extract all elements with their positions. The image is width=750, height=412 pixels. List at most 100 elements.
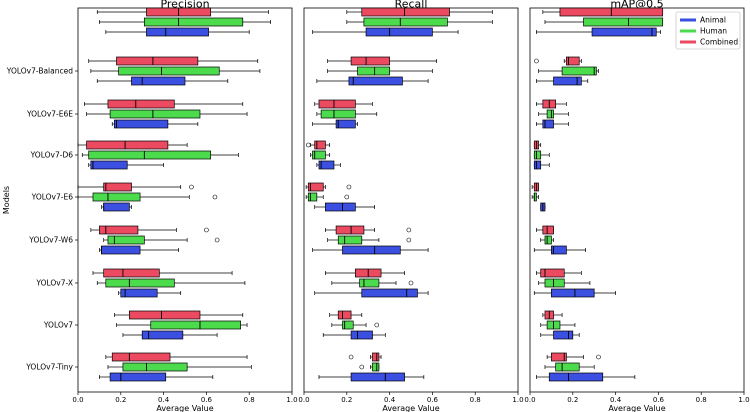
box-group-yolov7-balanced bbox=[534, 56, 599, 86]
iqr-box bbox=[109, 372, 167, 382]
box-combined bbox=[314, 99, 373, 109]
box-combined bbox=[542, 7, 664, 17]
box-combined bbox=[546, 352, 601, 362]
iqr-box bbox=[335, 119, 356, 129]
iqr-box bbox=[350, 372, 405, 382]
outlier-point bbox=[204, 227, 209, 233]
box-animal bbox=[316, 160, 341, 170]
box-combined bbox=[329, 310, 363, 320]
box-group-yolov7-w6 bbox=[90, 225, 220, 255]
box-group-yolov7-e6 bbox=[77, 182, 218, 212]
outlier-point bbox=[344, 194, 350, 200]
x-tick-label: 0.6 bbox=[653, 396, 665, 404]
box-group-yolov7-d6 bbox=[533, 140, 550, 170]
panel-title: Recall bbox=[395, 0, 428, 11]
box-combined bbox=[77, 182, 194, 192]
plot-frame bbox=[303, 7, 519, 393]
box-animal bbox=[322, 330, 386, 340]
iqr-box bbox=[348, 76, 403, 86]
iqr-box bbox=[150, 320, 241, 330]
iqr-box bbox=[99, 225, 139, 235]
x-axis-label: Average Value bbox=[608, 404, 665, 412]
outlier-point bbox=[406, 227, 412, 233]
iqr-box bbox=[307, 192, 318, 202]
box-combined bbox=[305, 140, 331, 150]
outlier-point bbox=[374, 322, 380, 328]
iqr-box bbox=[307, 182, 324, 192]
y-tick-label: YOLOv7-X bbox=[35, 279, 73, 288]
box-human bbox=[540, 320, 576, 330]
x-axis-label: Average Value bbox=[156, 404, 213, 412]
box-combined bbox=[536, 225, 554, 235]
box-human bbox=[331, 320, 380, 330]
box-combined bbox=[92, 268, 233, 278]
iqr-box bbox=[542, 119, 554, 129]
outlier-point bbox=[214, 237, 220, 243]
box-human bbox=[99, 17, 271, 27]
iqr-box bbox=[544, 278, 565, 288]
box-animal bbox=[314, 288, 429, 298]
box-human bbox=[90, 66, 261, 76]
box-animal bbox=[101, 202, 132, 212]
box-animal bbox=[540, 330, 580, 340]
iqr-box bbox=[542, 225, 554, 235]
iqr-box bbox=[551, 352, 567, 362]
box-group-yolov7-e6e bbox=[536, 99, 569, 129]
y-tick-label: YOLOv7-Tiny bbox=[25, 363, 73, 372]
x-tick-label: 0.8 bbox=[696, 396, 707, 404]
box-animal bbox=[318, 372, 425, 382]
legend-label-human: Human bbox=[700, 27, 727, 36]
box-combined bbox=[536, 268, 582, 278]
box-human bbox=[540, 235, 554, 245]
x-tick-label: 0.8 bbox=[470, 396, 481, 404]
box-group-yolov7-balanced bbox=[316, 56, 438, 86]
box-group-yolov7-tiny bbox=[536, 352, 636, 382]
box-human bbox=[81, 150, 239, 160]
y-tick-label: YOLOv7 bbox=[43, 321, 73, 330]
y-axis-label: Models bbox=[2, 186, 11, 214]
iqr-box bbox=[335, 225, 365, 235]
y-tick-label: YOLOv7-Balanced bbox=[6, 67, 73, 76]
iqr-box bbox=[553, 330, 574, 340]
box-animal bbox=[536, 27, 661, 37]
outlier-point bbox=[346, 184, 352, 190]
box-human bbox=[331, 278, 414, 288]
x-tick-label: 1.0 bbox=[286, 396, 297, 404]
iqr-box bbox=[561, 66, 597, 76]
box-human bbox=[538, 109, 569, 119]
x-tick-label: 0.2 bbox=[115, 396, 126, 404]
outlier-point bbox=[596, 354, 601, 360]
iqr-box bbox=[103, 202, 130, 212]
box-combined bbox=[542, 310, 563, 320]
x-tick-label: 0.0 bbox=[298, 396, 309, 404]
box-animal bbox=[118, 288, 182, 298]
box-human bbox=[544, 17, 664, 27]
iqr-box bbox=[357, 66, 390, 76]
box-group-top-unlabeled bbox=[312, 7, 493, 37]
iqr-box bbox=[544, 235, 552, 245]
box-human bbox=[346, 17, 493, 27]
box-combined bbox=[531, 182, 539, 192]
box-animal bbox=[111, 119, 199, 129]
box-combined bbox=[90, 225, 209, 235]
legend-label-combined: Combined bbox=[700, 38, 738, 47]
panel-map-0-5: mAP@0.5 0.0 0.2 0.4 0.6 0.8 1.0 Average Value An… bbox=[524, 0, 749, 412]
iqr-box bbox=[103, 268, 160, 278]
iqr-box bbox=[325, 202, 356, 212]
y-tick-label: YOLOv7-W6 bbox=[28, 236, 73, 245]
box-animal bbox=[316, 76, 429, 86]
outlier-point bbox=[305, 142, 311, 148]
iqr-box bbox=[540, 268, 565, 278]
box-combined bbox=[325, 225, 412, 235]
box-combined bbox=[346, 7, 493, 17]
box-combined bbox=[533, 140, 542, 150]
x-tick-label: 0.2 bbox=[567, 396, 578, 404]
outlier-point bbox=[189, 184, 194, 190]
iqr-box bbox=[129, 310, 201, 320]
iqr-box bbox=[88, 150, 212, 160]
box-animal bbox=[540, 202, 546, 212]
iqr-box bbox=[101, 245, 141, 255]
outlier-point bbox=[406, 237, 412, 243]
box-combined bbox=[348, 352, 382, 362]
outlier-point bbox=[534, 58, 539, 64]
